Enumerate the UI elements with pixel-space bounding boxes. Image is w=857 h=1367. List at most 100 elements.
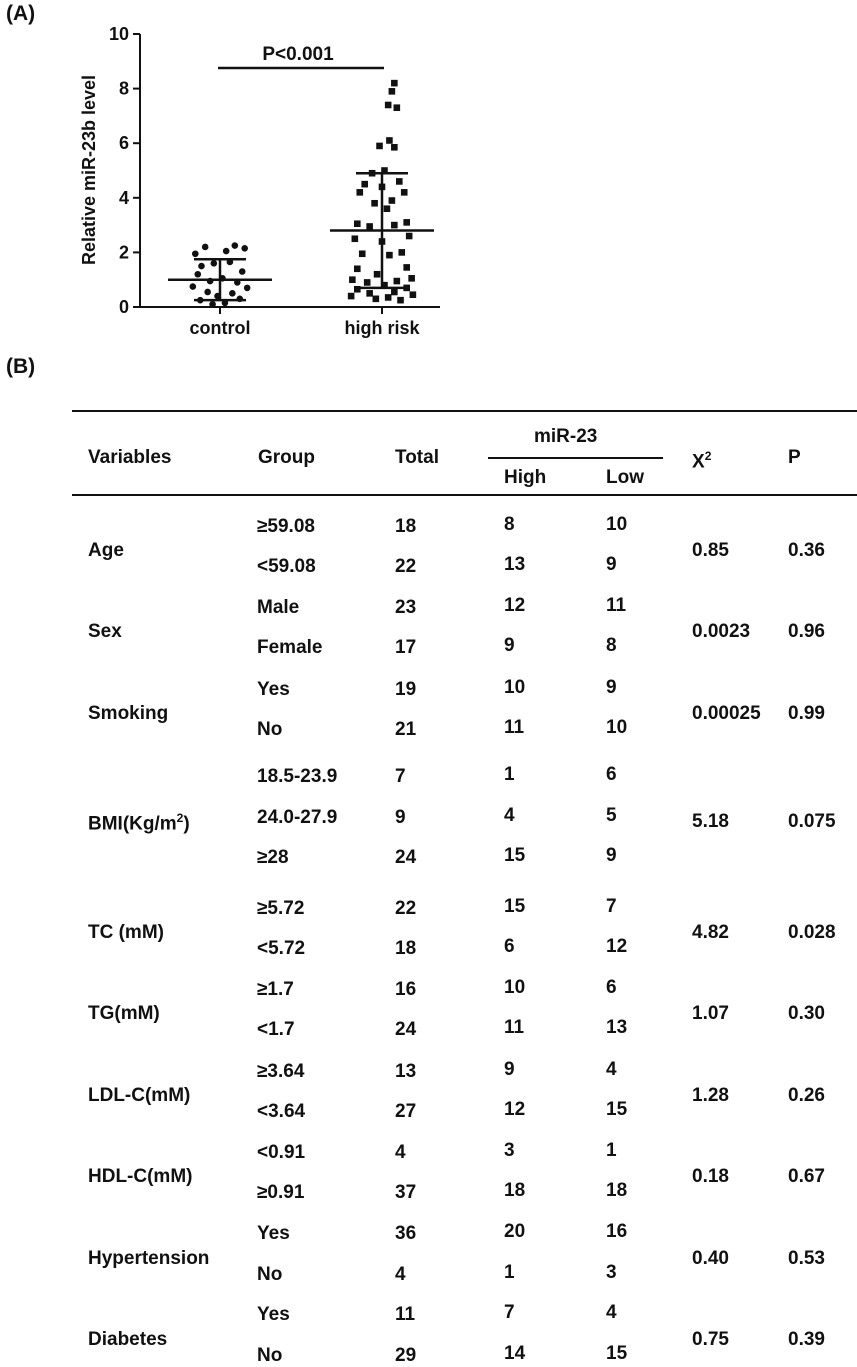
cell-total: 36 <box>395 1223 417 1244</box>
cell-total: 7 <box>395 766 406 787</box>
row-variable: Age <box>88 540 124 561</box>
cell-low: 18 <box>606 1180 628 1201</box>
cell-chi-square: 0.85 <box>692 540 729 561</box>
cell-total: 13 <box>395 1061 417 1082</box>
cell-low: 8 <box>606 635 617 656</box>
cell-high: 1 <box>504 764 515 785</box>
row-variable: BMI(Kg/m2) <box>88 810 190 834</box>
y-tick-label: 6 <box>119 133 129 153</box>
data-point-control <box>192 250 199 258</box>
data-point-control <box>201 243 209 251</box>
data-point-high-risk <box>384 294 392 301</box>
cell-chi-square: 5.18 <box>692 810 729 832</box>
data-point-high-risk <box>386 251 393 259</box>
data-point-high-risk <box>383 205 391 213</box>
header-high: High <box>504 467 547 488</box>
row-variable: HDL-C(mM) <box>88 1166 193 1187</box>
data-point-high-risk <box>376 142 383 150</box>
data-point-high-risk <box>372 295 380 303</box>
header-mir: miR-23 <box>534 426 598 447</box>
scatter-chart: 0 2 4 6 8 10 Relative miR-23b level control high… <box>79 24 440 338</box>
cell-total: 22 <box>395 556 417 577</box>
data-point-high-risk <box>393 277 401 285</box>
cell-low: 9 <box>606 845 617 866</box>
cell-group: ≥59.08 <box>257 516 315 537</box>
cell-group: Yes <box>257 1304 290 1325</box>
cell-p-value: 0.36 <box>788 540 825 561</box>
data-point-high-risk <box>358 250 366 258</box>
cell-group: Yes <box>257 1223 290 1244</box>
cell-total: 17 <box>395 637 417 658</box>
header-group: Group <box>258 447 315 468</box>
mir-header-rule <box>488 457 663 459</box>
cell-group: ≥3.64 <box>257 1061 305 1082</box>
cell-chi-square: 4.82 <box>692 922 729 943</box>
cell-p-value: 0.99 <box>788 703 825 724</box>
cell-high: 12 <box>504 595 526 616</box>
cell-p-value: 0.96 <box>788 621 825 642</box>
cell-group: <1.7 <box>257 1019 295 1040</box>
cell-low: 1 <box>606 1140 617 1161</box>
data-point-control <box>241 245 248 252</box>
data-point-high-risk <box>405 232 413 240</box>
data-point-control <box>196 296 204 304</box>
data-point-high-risk <box>391 221 398 229</box>
cell-high: 6 <box>504 936 515 957</box>
row-variable: Sex <box>88 621 122 642</box>
cell-low: 6 <box>606 764 617 785</box>
cell-low: 3 <box>606 1262 617 1283</box>
data-point-control <box>233 279 241 286</box>
row-variable: Diabetes <box>88 1328 168 1350</box>
cell-p-value: 0.67 <box>788 1166 825 1187</box>
cell-high: 10 <box>504 677 526 698</box>
data-point-high-risk <box>366 290 373 297</box>
data-point-control <box>209 300 216 308</box>
row-variable: LDL-C(mM) <box>88 1085 191 1106</box>
data-point-high-risk <box>391 143 398 151</box>
cell-total: 37 <box>395 1182 417 1203</box>
cell-high: 7 <box>504 1302 515 1323</box>
y-tick-label: 8 <box>119 79 129 99</box>
data-point-high-risk <box>347 292 355 300</box>
row-variable: TG(mM) <box>88 1003 160 1024</box>
cell-high: 15 <box>504 896 526 917</box>
variable-superscript: 2 <box>176 810 184 825</box>
data-point-high-risk <box>398 249 406 256</box>
data-point-high-risk <box>354 265 361 273</box>
data-point-high-risk <box>371 199 378 207</box>
cell-p-value: 0.075 <box>788 810 836 832</box>
cell-high: 20 <box>504 1221 526 1242</box>
cell-p-value: 0.028 <box>788 922 836 943</box>
data-point-high-risk <box>393 104 401 112</box>
data-point-control <box>210 260 218 267</box>
cell-high: 14 <box>504 1343 526 1364</box>
data-point-high-risk <box>403 219 410 226</box>
cell-group: ≥28 <box>257 847 289 868</box>
data-point-high-risk <box>386 137 393 144</box>
data-point-high-risk <box>381 167 388 174</box>
cell-p-value: 0.53 <box>788 1247 825 1269</box>
data-point-high-risk <box>356 189 364 196</box>
data-point-control <box>229 290 236 297</box>
cell-total: 22 <box>395 898 417 919</box>
data-point-control <box>231 242 239 249</box>
cell-high: 1 <box>504 1262 515 1283</box>
data-point-control <box>204 288 211 296</box>
table-top-rule <box>72 410 857 412</box>
cell-group: 18.5-23.9 <box>257 766 338 787</box>
x-tick-label: high risk <box>344 318 420 338</box>
data-point-control <box>206 277 214 285</box>
y-tick-label: 0 <box>119 297 129 317</box>
cell-low: 4 <box>606 1302 617 1323</box>
data-point-high-risk <box>400 189 408 196</box>
data-point-high-risk <box>391 79 398 87</box>
cell-high: 9 <box>504 1059 515 1080</box>
cell-total: 16 <box>395 979 417 1000</box>
data-point-control <box>221 299 229 307</box>
data-point-high-risk <box>403 284 410 292</box>
cell-chi-square: 0.0023 <box>692 621 751 642</box>
data-point-high-risk <box>349 276 356 283</box>
data-point-high-risk <box>363 279 371 286</box>
header-total: Total <box>395 447 439 468</box>
data-point-high-risk <box>378 238 386 245</box>
